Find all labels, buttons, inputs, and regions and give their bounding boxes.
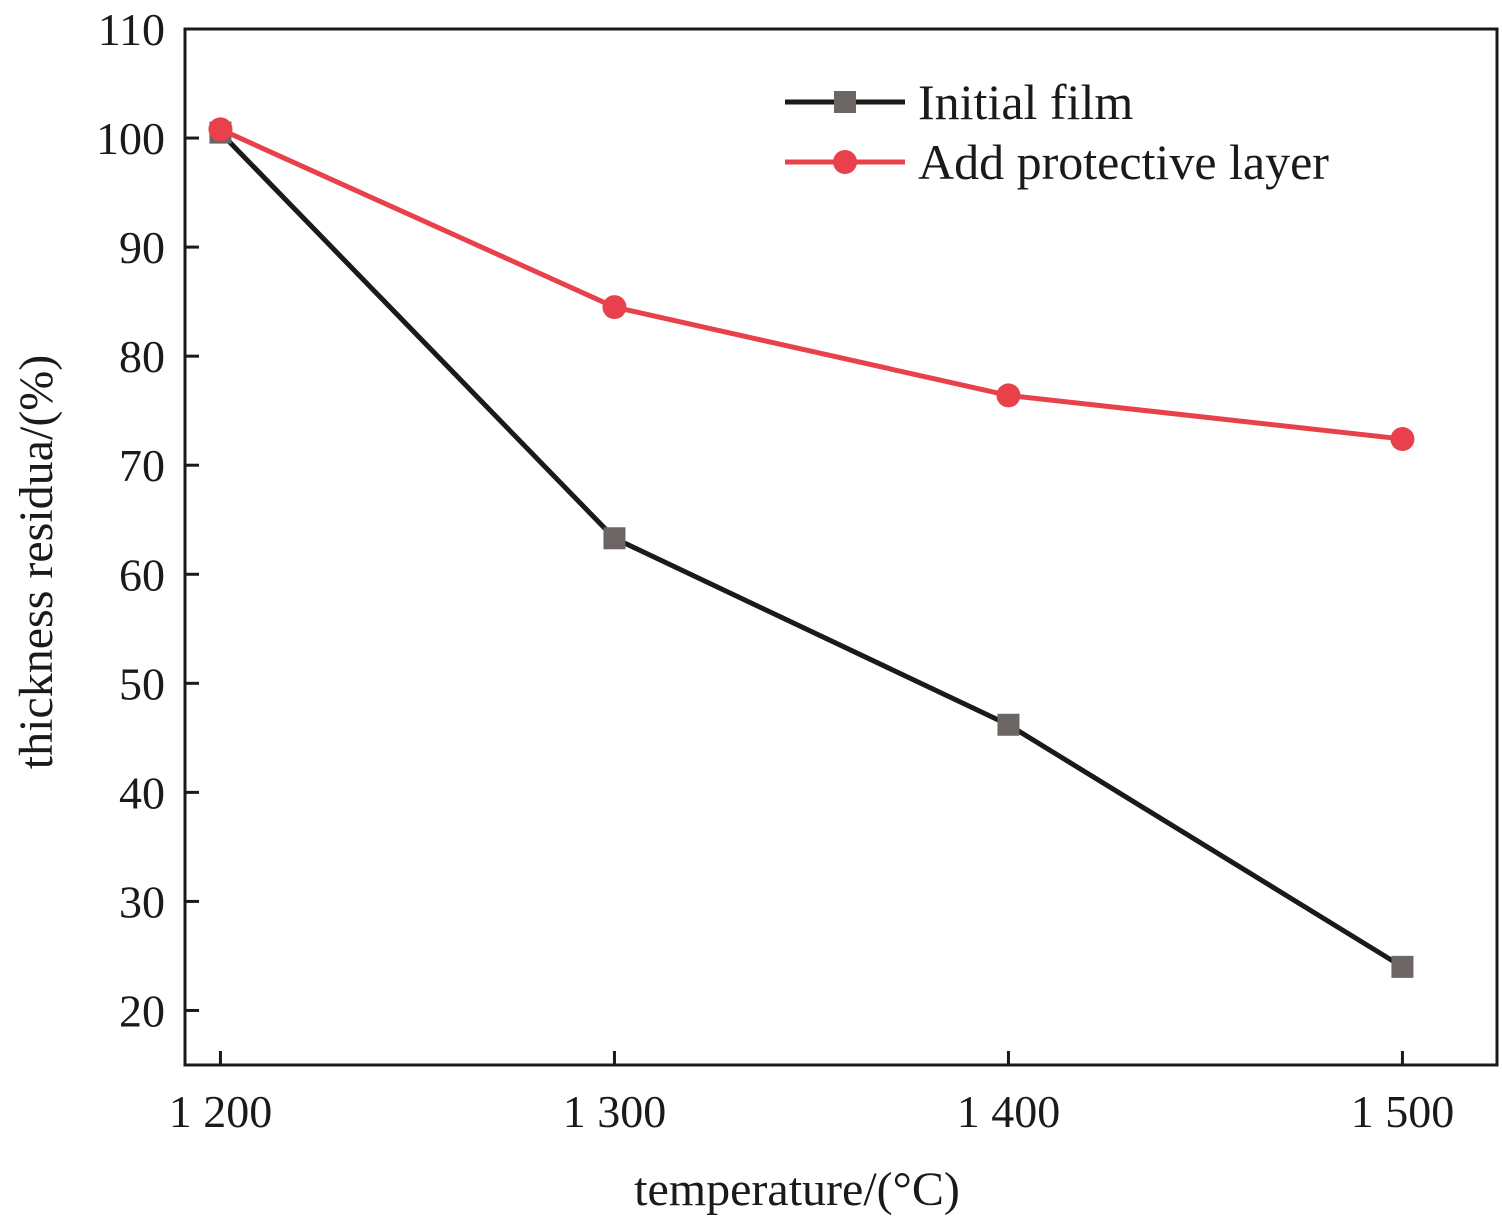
- y-tick-label: 30: [119, 876, 165, 927]
- x-tick-label: 1 400: [957, 1086, 1061, 1137]
- legend-marker-square: [834, 91, 856, 113]
- data-point-circle: [996, 383, 1021, 408]
- data-point-square: [997, 713, 1020, 736]
- y-tick-label: 60: [119, 549, 165, 600]
- y-tick-label: 90: [119, 222, 165, 273]
- x-tick-label: 1 300: [563, 1086, 667, 1137]
- y-axis-label: thickness residua/(%): [10, 355, 63, 770]
- y-tick-label: 110: [98, 4, 165, 55]
- y-tick-label: 40: [119, 767, 165, 818]
- legend-label: Initial film: [918, 74, 1133, 130]
- data-point-circle: [602, 295, 627, 320]
- x-tick-label: 1 500: [1351, 1086, 1455, 1137]
- legend-label: Add protective layer: [918, 134, 1329, 190]
- y-tick-label: 50: [119, 658, 165, 709]
- data-point-circle: [1390, 427, 1415, 452]
- data-point-square: [1391, 955, 1414, 978]
- x-tick-label: 1 200: [169, 1086, 273, 1137]
- data-point-circle: [208, 117, 233, 142]
- y-tick-label: 70: [119, 440, 165, 491]
- plot-frame: [183, 27, 1499, 1067]
- series-layer: [208, 117, 1415, 978]
- y-tick-label: 80: [119, 331, 165, 382]
- y-tick-label: 100: [96, 113, 165, 164]
- legend-marker-circle: [833, 150, 857, 174]
- series-line-1: [218, 130, 1404, 969]
- y-axis-ticks: 20 30 40 50 60 70 80 90 100 110: [96, 4, 199, 1036]
- data-point-square: [603, 527, 626, 550]
- x-axis-ticks: 1 200 1 300 1 400 1 500: [169, 1051, 1454, 1137]
- y-tick-label: 20: [119, 985, 165, 1036]
- x-axis-label: temperature/(°C): [634, 1163, 960, 1216]
- series-line-2: [219, 127, 1403, 442]
